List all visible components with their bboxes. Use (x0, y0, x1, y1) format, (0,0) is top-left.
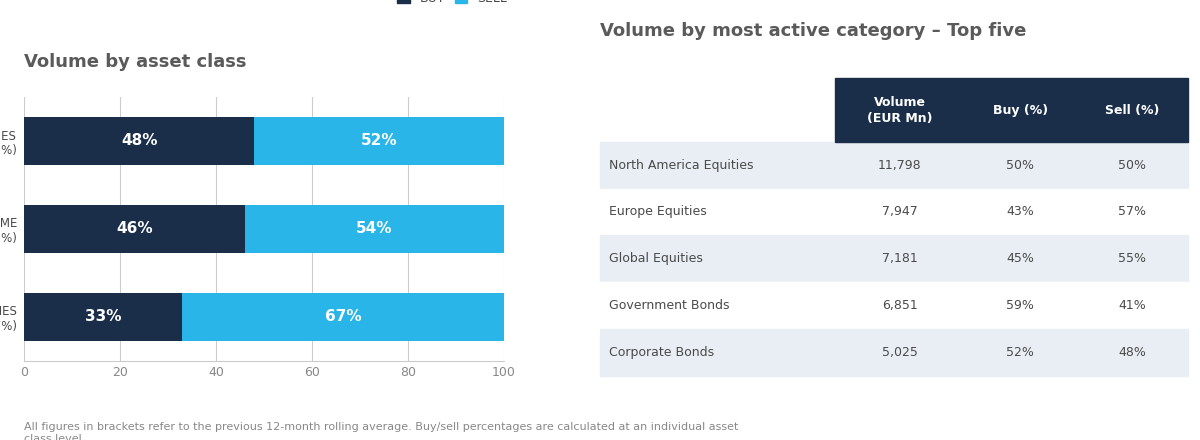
Bar (600, 235, 1188, 282)
Text: Sell (%): Sell (%) (1105, 103, 1159, 117)
Bar (254, 117, 504, 165)
Bar (24, 117, 254, 165)
Text: 50%: 50% (1118, 158, 1146, 172)
Text: Corporate Bonds: Corporate Bonds (608, 346, 714, 359)
Text: 41%: 41% (1118, 299, 1146, 312)
Text: 45%: 45% (1007, 253, 1034, 265)
Text: 50%: 50% (1007, 158, 1034, 172)
Text: 33%: 33% (85, 309, 121, 324)
Text: 6,851: 6,851 (882, 299, 918, 312)
Bar (245, 205, 504, 253)
Text: 11,798: 11,798 (878, 158, 922, 172)
Text: 7,181: 7,181 (882, 253, 918, 265)
Text: Buy (%): Buy (%) (992, 103, 1048, 117)
Bar (600, 329, 1188, 376)
Text: 48%: 48% (1118, 346, 1146, 359)
Text: Volume by most active category – Top five: Volume by most active category – Top fiv… (600, 22, 1026, 40)
Text: 67%: 67% (325, 309, 361, 324)
Text: 43%: 43% (1007, 205, 1034, 219)
Bar (600, 142, 1188, 188)
Text: 57%: 57% (1118, 205, 1146, 219)
Text: 48%: 48% (121, 133, 157, 148)
Bar (24, 293, 182, 341)
Text: 59%: 59% (1007, 299, 1034, 312)
Bar (182, 293, 504, 341)
Text: 7,947: 7,947 (882, 205, 918, 219)
Text: 52%: 52% (1007, 346, 1034, 359)
Text: 54%: 54% (356, 221, 392, 236)
Text: 55%: 55% (1118, 253, 1146, 265)
Legend: BUY, SELL: BUY, SELL (397, 0, 508, 5)
Text: Volume
(EUR Mn): Volume (EUR Mn) (868, 95, 932, 125)
Bar (835, 78, 1188, 142)
Text: Volume by asset class: Volume by asset class (24, 53, 246, 71)
Text: Government Bonds: Government Bonds (608, 299, 730, 312)
Text: All figures in brackets refer to the previous 12-month rolling average. Buy/sell: All figures in brackets refer to the pre… (24, 422, 738, 440)
Text: 5,025: 5,025 (882, 346, 918, 359)
Text: 52%: 52% (361, 133, 397, 148)
Bar (24, 205, 245, 253)
Text: Global Equities: Global Equities (608, 253, 703, 265)
Bar (600, 188, 1188, 235)
Text: 46%: 46% (116, 221, 152, 236)
Bar (600, 282, 1188, 329)
Text: Europe Equities: Europe Equities (608, 205, 707, 219)
Text: North America Equities: North America Equities (608, 158, 754, 172)
